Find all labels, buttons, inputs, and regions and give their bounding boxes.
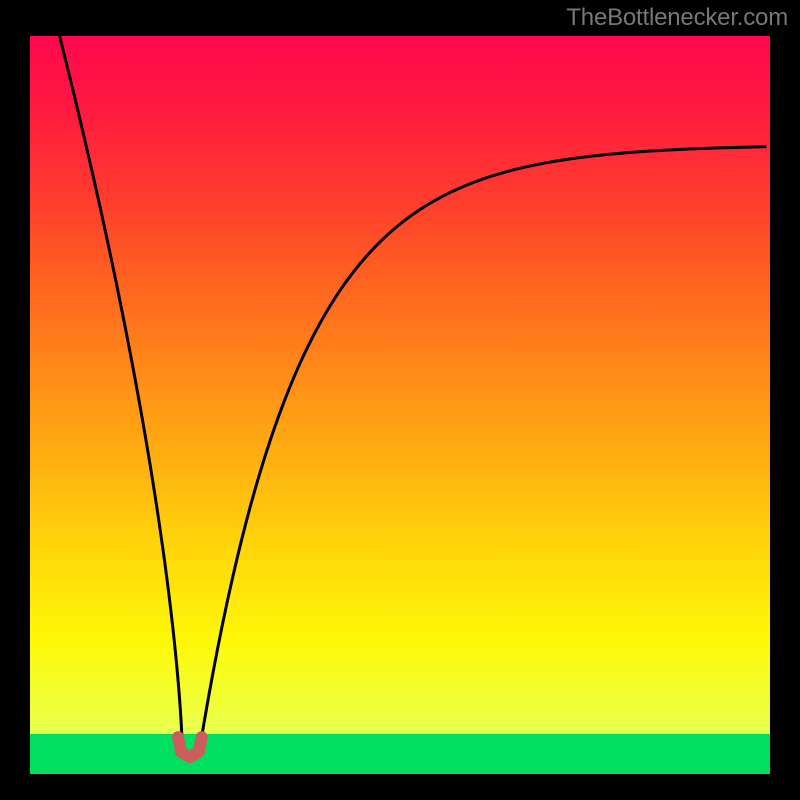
watermark: TheBottlenecker.com [566, 4, 788, 32]
bottleneck-chart [0, 0, 800, 800]
green-bar [30, 734, 770, 774]
chart-container: TheBottlenecker.com [0, 0, 800, 800]
